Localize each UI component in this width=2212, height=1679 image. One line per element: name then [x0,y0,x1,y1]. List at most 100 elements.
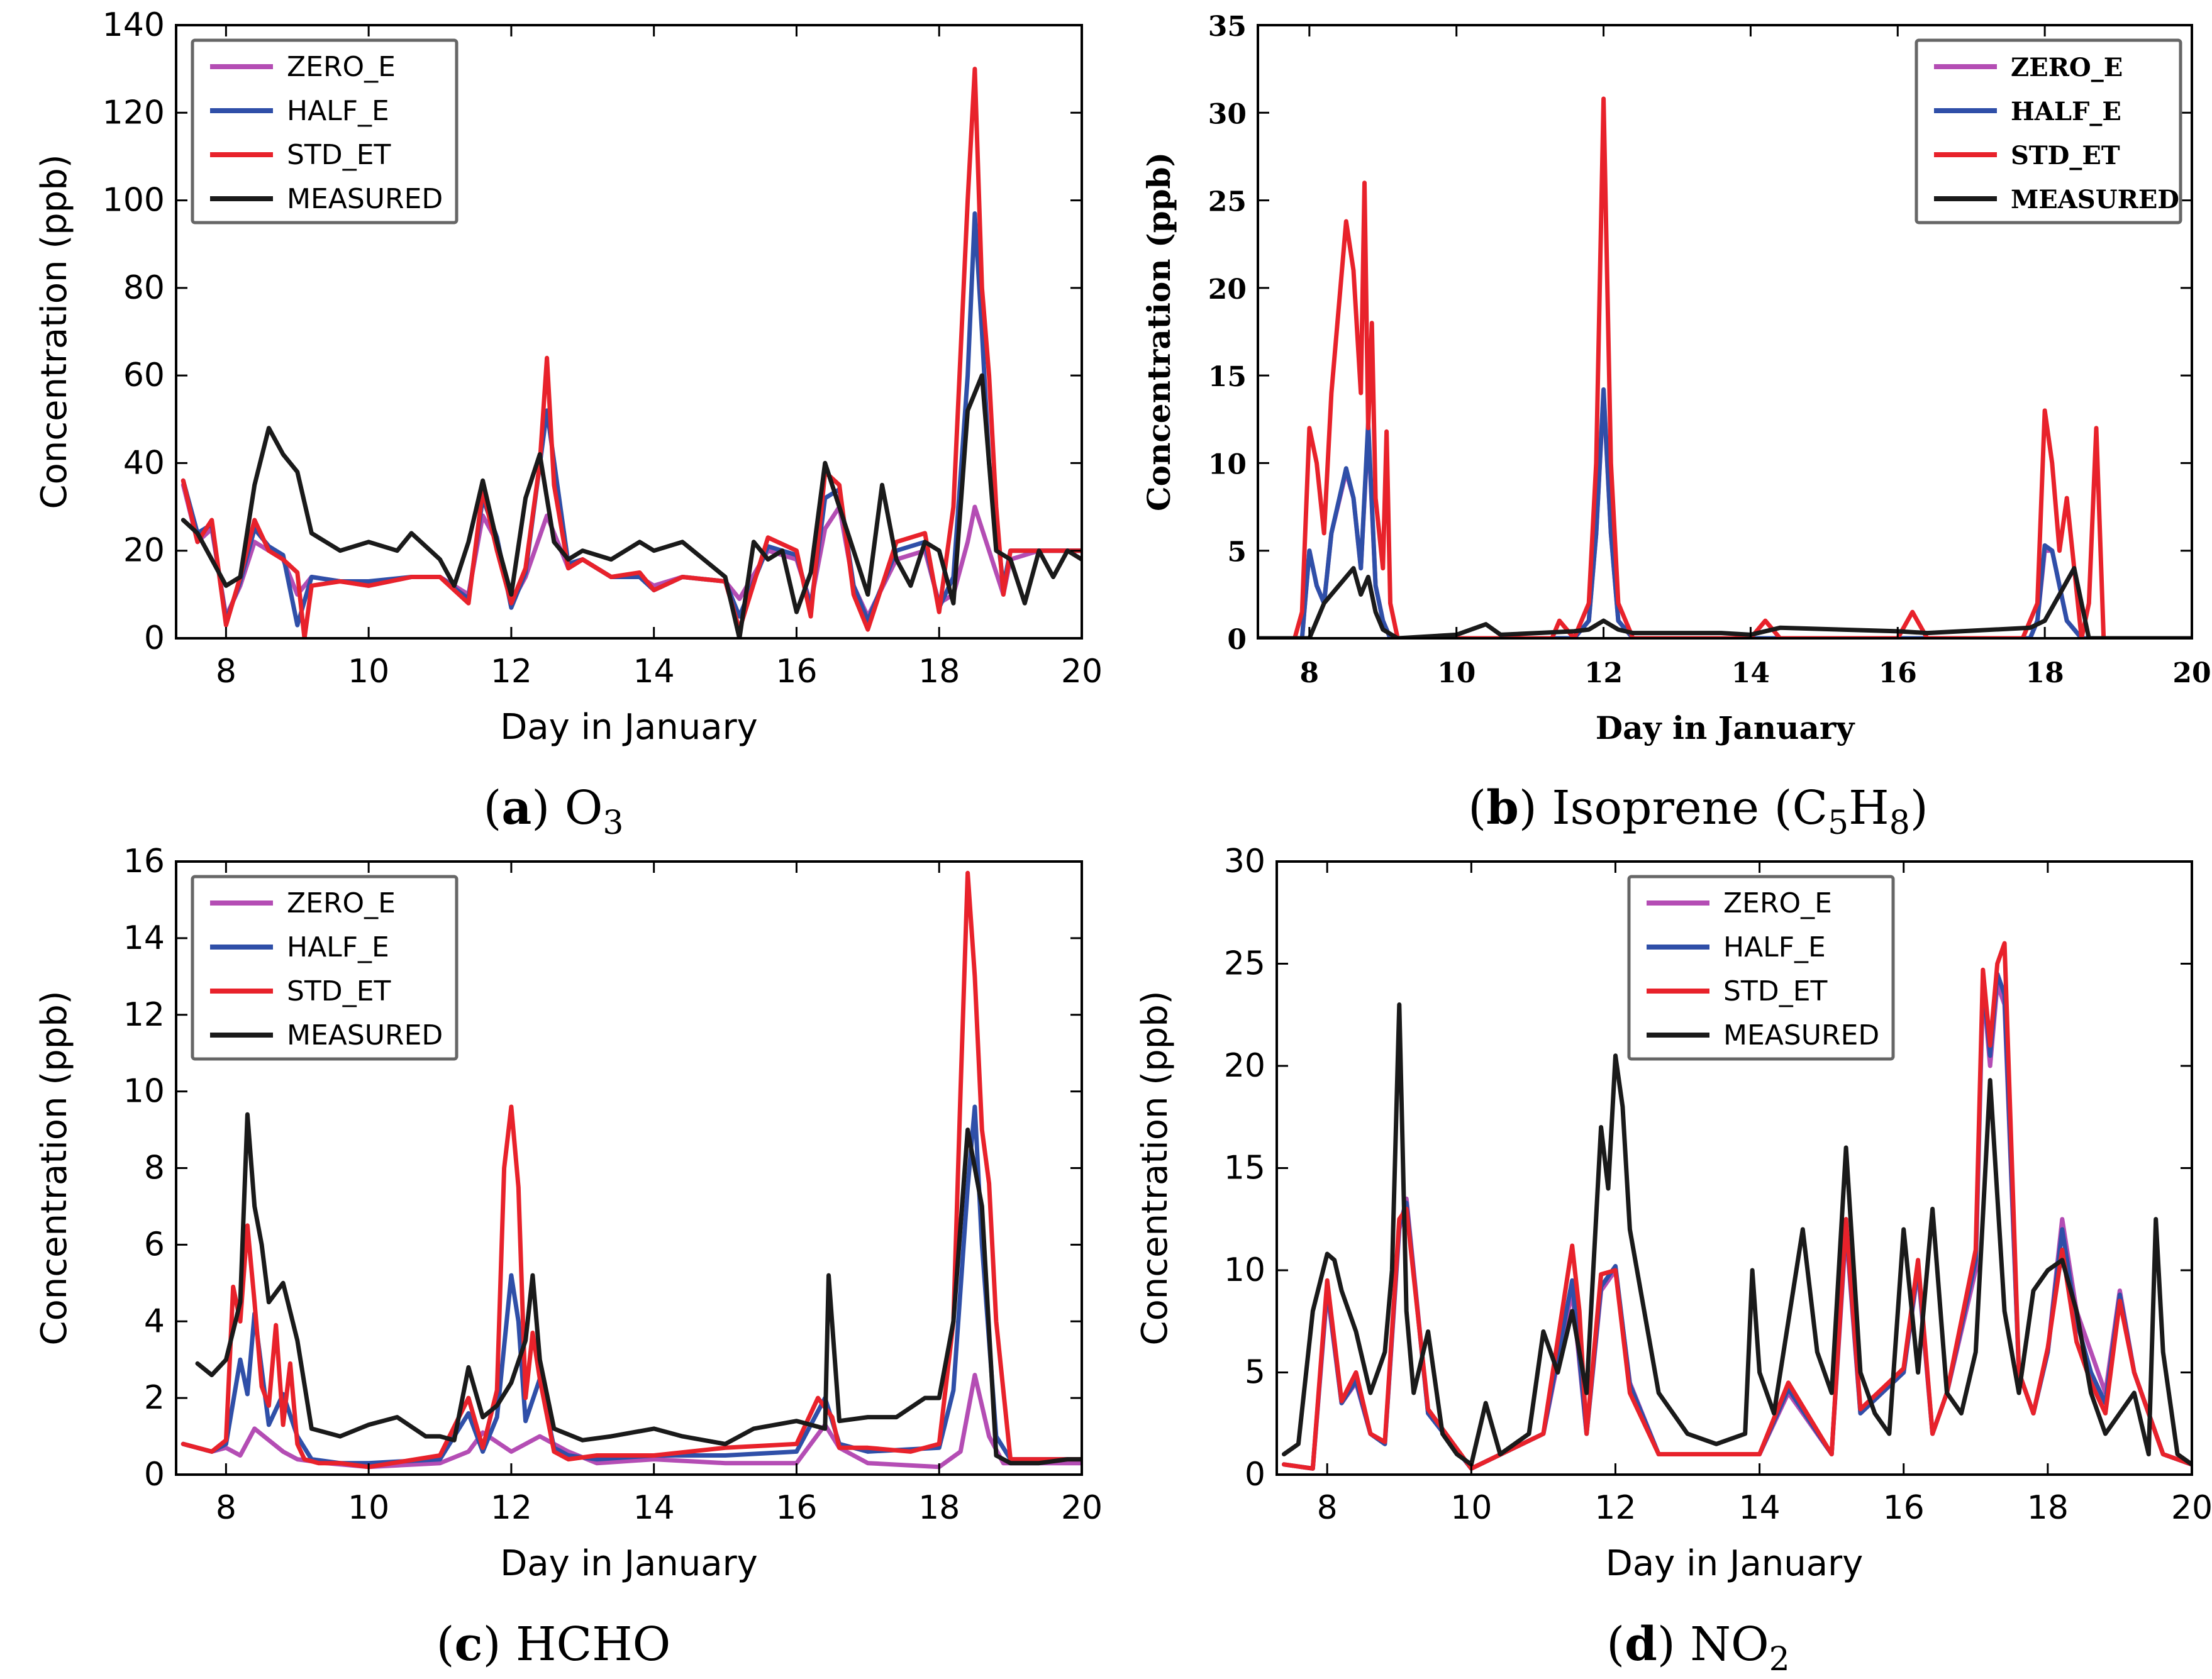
x-tick-label: 20 [2172,657,2211,689]
chart-panel-c: 8 10 12 14 16 18 20 0 2 4 6 8 10 12 14 16 Day in January… [34,843,1103,1671]
x-tick-label: 10 [1450,1489,1492,1527]
legend: ZERO_E HALF_E STD_ET MEASURED [1627,875,1895,1061]
y-tick-label: 10 [123,1073,165,1111]
y-tick-label: 0 [1245,1456,1265,1493]
y-tick-label: 25 [1224,945,1265,983]
x-tick-label: 16 [1879,657,1917,689]
legend-label-std-et: STD_ET [1723,975,1827,1007]
plot-frame [1257,24,2193,640]
x-tick-label: 14 [1739,1489,1781,1527]
y-tick-label: 100 [103,182,165,219]
x-axis-label: Day in January [1606,1543,1864,1584]
x-tick-label: 16 [775,653,817,690]
y-tick-label: 5 [1245,1354,1265,1392]
y-tick-label: 4 [144,1302,165,1340]
legend-label-std-et: STD_ET [287,975,391,1007]
legend-label-half-e: HALF_E [287,95,389,127]
x-tick-label: 16 [1883,1489,1925,1527]
legend: ZERO_E HALF_E STD_ET MEASURED [191,875,459,1061]
legend-label-zero-e: ZERO_E [2011,53,2123,82]
x-tick-label: 14 [1731,657,1770,689]
y-axis-label: Concentration (ppb) [1140,152,1177,511]
legend-label-std-et: STD_ET [287,139,391,171]
y-tick-label: 120 [103,94,165,131]
y-tick-label: 35 [1208,11,1247,43]
y-tick-label: 60 [123,357,165,394]
y-tick-label: 14 [123,919,165,957]
legend-label-half-e: HALF_E [287,931,389,963]
y-tick-label: 10 [1208,448,1247,480]
series-line-zero-e [1258,391,2192,638]
legend-label-measured: MEASURED [287,1019,443,1051]
y-tick-label: 0 [1227,624,1247,656]
x-tick-label: 12 [491,1489,532,1527]
legend-label-measured: MEASURED [287,183,443,215]
series-lines [181,870,1082,1470]
y-tick-label: 2 [144,1379,165,1417]
y-tick-label: 140 [103,6,165,44]
caption-a: (a) O3 [484,781,624,842]
y-tick-label: 20 [1208,274,1247,306]
series-line-measured [1258,566,2192,638]
x-tick-label: 18 [2027,1489,2069,1527]
y-tick-label: 10 [1224,1251,1265,1289]
x-tick-label: 8 [1317,1489,1338,1527]
y-axis-label: Concentration (ppb) [34,154,75,509]
legend-box [191,38,459,224]
chart-panel-d: 8 10 12 14 16 18 20 0 5 10 15 20 25 30 Day in January C… [1135,843,2212,1678]
x-tick-label: 18 [918,1489,960,1527]
x-axis-label: Day in January [1596,709,1855,746]
x-tick-label: 20 [1061,1489,1103,1527]
y-tick-label: 5 [1227,536,1247,568]
series-line-measured [195,1112,1082,1466]
x-tick-label: 14 [633,1489,675,1527]
caption-c: (c) HCHO [436,1617,671,1671]
series-line-measured [181,373,1082,638]
y-tick-label: 20 [1224,1047,1265,1085]
legend-label-half-e: HALF_E [1723,931,1826,963]
chart-panel-b: 8 10 12 14 16 18 20 0 5 10 15 20 25 30 35 Day in Januar… [1140,11,2211,842]
caption-b: (b) Isoprene (C5H8) [1468,781,1928,842]
x-tick-label: 10 [348,653,389,690]
y-tick-label: 6 [144,1226,165,1263]
x-tick-label: 12 [491,653,532,690]
legend-label-zero-e: ZERO_E [1723,887,1832,919]
series-lines [181,67,1082,638]
series-line-std-et [181,870,1082,1470]
legend-label-zero-e: ZERO_E [287,51,396,83]
series-lines [1258,96,2192,638]
legend: ZERO_E HALF_E STD_ET MEASURED [1915,38,2182,224]
x-tick-label: 18 [2026,657,2064,689]
y-tick-label: 15 [1224,1150,1265,1187]
x-tick-label: 12 [1584,657,1623,689]
x-tick-label: 8 [1300,657,1320,689]
legend-label-measured: MEASURED [2011,185,2179,214]
y-tick-label: 15 [1208,361,1247,393]
y-tick-label: 16 [123,843,165,880]
legend-label-measured: MEASURED [1723,1019,1879,1051]
chart-panel-a: 8 10 12 14 16 18 20 0 20 40 60 80 100 120 140 Day in Ja… [34,6,1103,842]
y-tick-label: 25 [1208,186,1247,218]
series-line-std-et [1258,96,2192,638]
y-axis-label: Concentration (ppb) [34,990,75,1345]
caption-d: (d) NO2 [1606,1617,1790,1678]
y-tick-label: 0 [144,619,165,657]
x-tick-label: 18 [918,653,960,690]
legend: ZERO_E HALF_E STD_ET MEASURED [191,38,459,224]
x-tick-label: 10 [1437,657,1476,689]
series-line-std-et [1282,941,2192,1471]
y-tick-label: 80 [123,269,165,307]
x-axis-label: Day in January [500,707,758,748]
legend-box [1627,875,1895,1061]
series-line-half-e [1258,387,2192,638]
plot-frame [175,24,1083,640]
x-axis-label: Day in January [500,1543,758,1584]
x-tick-label: 20 [2171,1489,2212,1527]
series-line-measured [1282,1002,2192,1467]
y-tick-label: 30 [1224,843,1265,880]
series-line-half-e [181,1104,1082,1466]
x-tick-label: 8 [216,653,236,690]
x-tick-label: 16 [775,1489,817,1527]
